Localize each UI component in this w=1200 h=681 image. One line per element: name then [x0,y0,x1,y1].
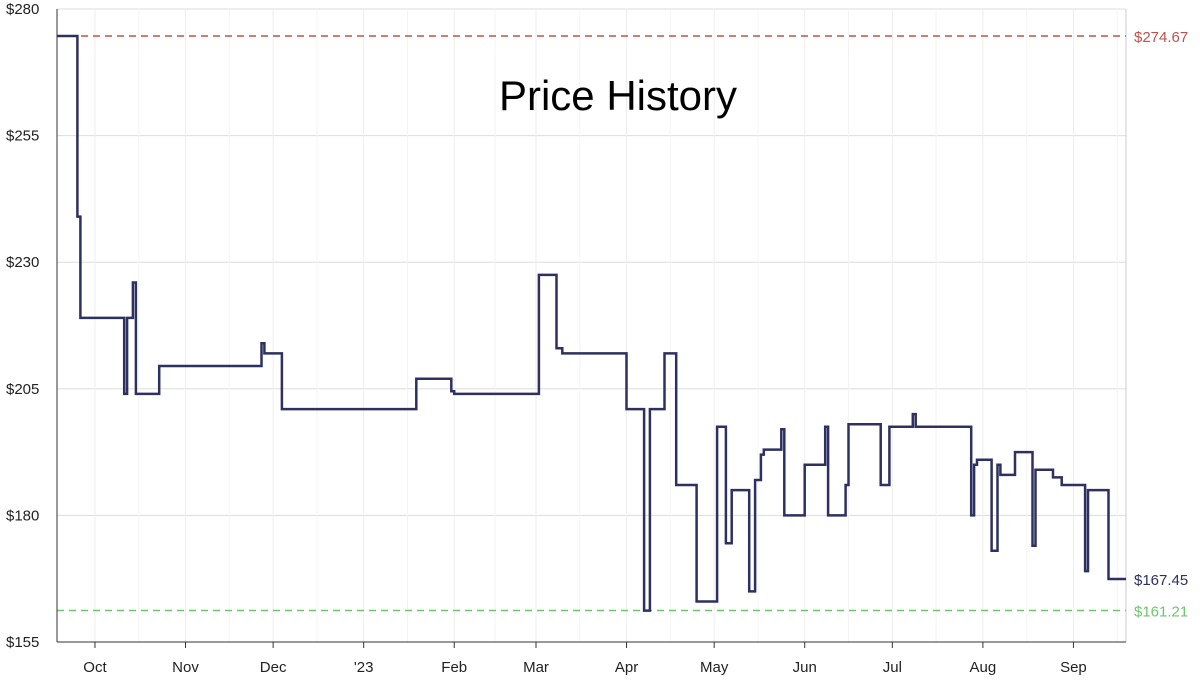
y-tick-label: $230 [6,254,39,271]
reference-lines: $274.67 $161.21 $167.45 [57,29,1188,621]
lowest-price-label: $161.21 [1134,604,1188,621]
y-tick-label: $180 [6,507,39,524]
current-price-label: $167.45 [1134,572,1188,589]
x-tick-label: Aug [970,659,997,676]
highest-price-label: $274.67 [1134,29,1188,46]
x-tick-label: Oct [83,659,107,676]
grid-layer [57,8,1127,643]
y-tick-label: $155 [6,634,39,651]
series-layer [57,34,1126,612]
y-tick-label: $280 [6,1,39,18]
x-tick-label: Apr [615,659,638,676]
x-tick-label: '23 [354,659,374,676]
x-tick-label: Jun [793,659,817,676]
x-tick-label: Sep [1060,659,1087,676]
x-tick-label: Jul [883,659,902,676]
x-tick-label: Dec [260,659,287,676]
y-tick-label: $205 [6,381,39,398]
axis-layer: $155 $180 $205 $230 $255 $280 Oct Nov Dec '23 Feb M… [6,1,1126,676]
x-tick-label: Feb [441,659,467,676]
x-tick-label: May [700,659,729,676]
x-tick-label: Mar [523,659,549,676]
x-tick-label: Nov [172,659,199,676]
price-series-line [57,34,1126,612]
y-tick-label: $255 [6,128,39,145]
chart-title: Price History [499,72,737,119]
